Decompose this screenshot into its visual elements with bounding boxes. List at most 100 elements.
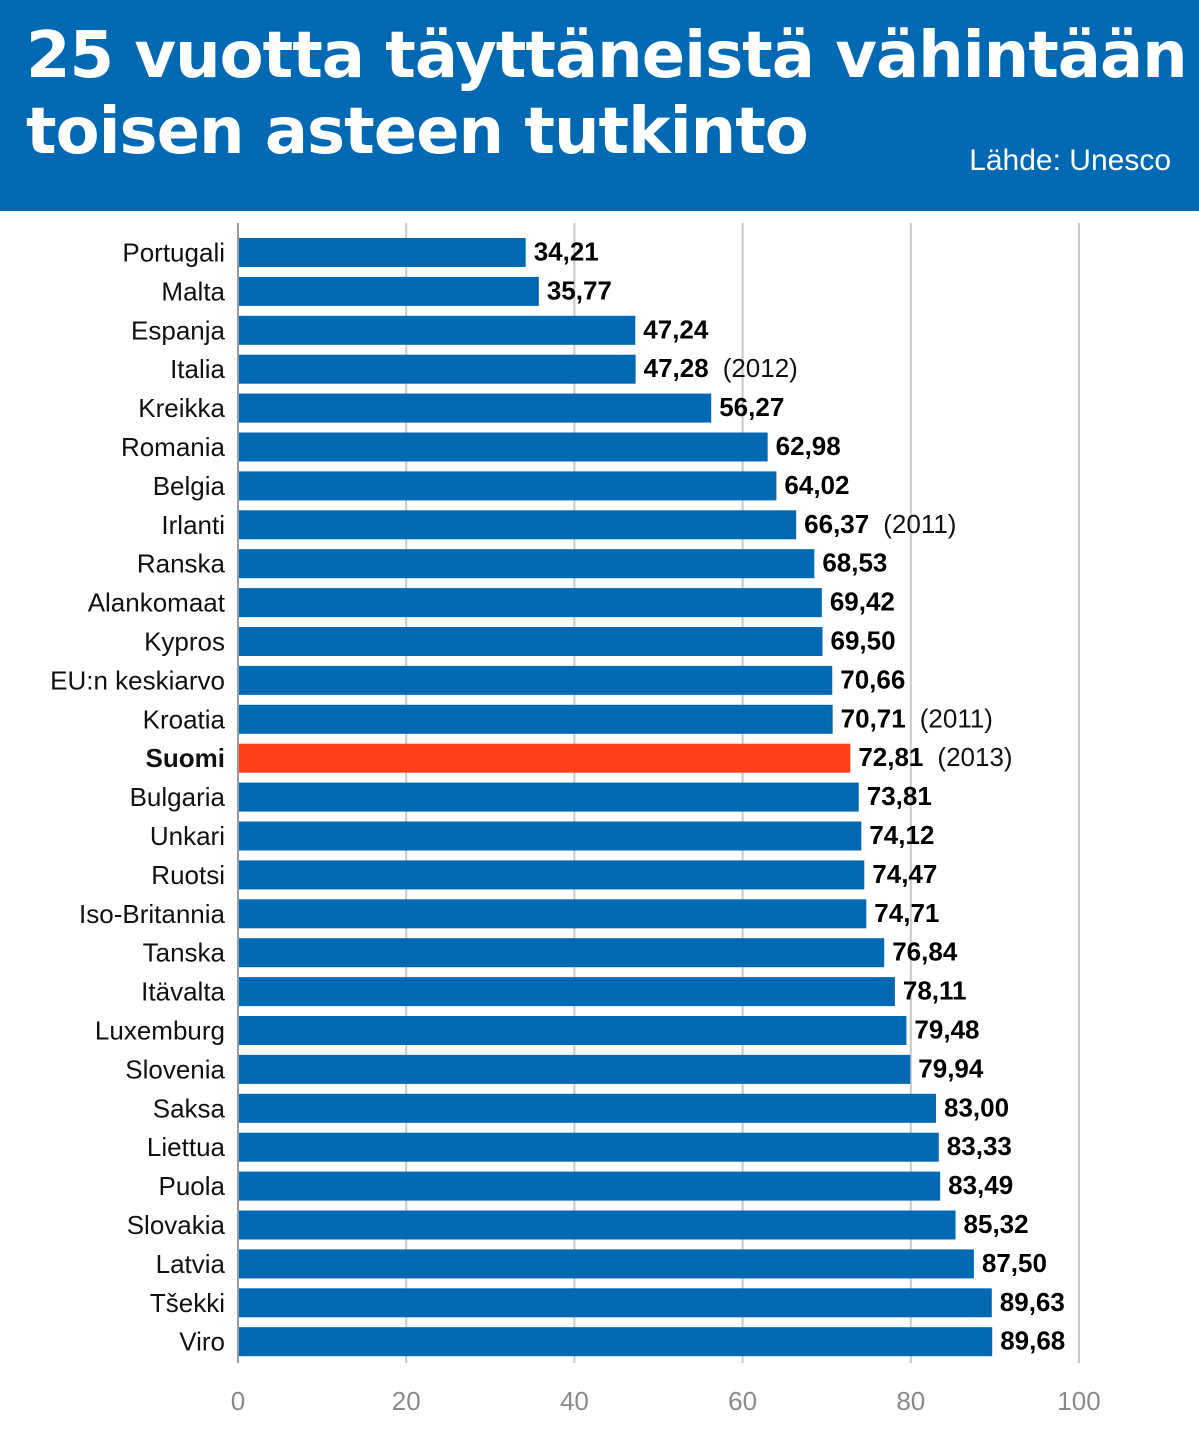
category-label-11: EU:n keskiarvo: [50, 665, 225, 695]
x-tick-label-40: 40: [560, 1386, 589, 1416]
bar-3: [238, 354, 636, 384]
bar-26: [238, 1249, 974, 1279]
bar-4: [238, 393, 712, 423]
x-tick-label-60: 60: [728, 1386, 757, 1416]
bar-27: [238, 1288, 992, 1318]
category-label-27: Tšekki: [150, 1288, 225, 1318]
bar-14: [238, 782, 859, 812]
category-label-5: Romania: [121, 432, 226, 462]
x-tick-label-80: 80: [896, 1386, 925, 1416]
x-tick-label-100: 100: [1057, 1386, 1100, 1416]
category-label-3: Italia: [170, 354, 225, 384]
value-label-12: 70,71: [841, 703, 906, 733]
value-label-8: 68,53: [822, 548, 887, 578]
value-label-17: 74,71: [874, 898, 939, 928]
value-label-9: 69,42: [830, 587, 895, 617]
value-label-24: 83,49: [948, 1170, 1013, 1200]
category-label-23: Liettua: [147, 1132, 226, 1162]
category-label-9: Alankomaat: [88, 588, 226, 618]
value-label-10: 69,50: [830, 626, 895, 656]
bar-10: [238, 627, 823, 656]
category-label-10: Kypros: [144, 627, 225, 657]
bar-11: [238, 665, 833, 695]
value-label-1: 35,77: [547, 275, 612, 305]
category-label-21: Slovenia: [125, 1054, 225, 1084]
value-label-25: 85,32: [964, 1209, 1029, 1239]
year-note-13: (2013): [937, 742, 1012, 772]
category-label-2: Espanja: [131, 315, 225, 345]
value-label-22: 83,00: [944, 1092, 1009, 1122]
value-label-18: 76,84: [892, 937, 958, 967]
value-label-14: 73,81: [867, 781, 932, 811]
value-label-23: 83,33: [947, 1131, 1012, 1161]
bar-16: [238, 860, 865, 890]
value-label-7: 66,37: [804, 509, 869, 539]
value-label-15: 74,12: [869, 820, 934, 850]
value-label-4: 56,27: [719, 392, 784, 422]
value-label-13: 72,81: [858, 742, 923, 772]
category-label-12: Kroatia: [143, 704, 226, 734]
chart-title-line-1: 25 vuotta täyttäneistä vähintään: [26, 19, 1188, 93]
header-banner: 25 vuotta täyttäneistä vähintään toisen …: [0, 0, 1199, 211]
x-tick-label-0: 0: [231, 1386, 245, 1416]
category-label-7: Irlanti: [161, 510, 225, 540]
value-label-3: 47,28: [644, 353, 709, 383]
bar-2: [238, 315, 636, 345]
source-label: Lähde: Unesco: [969, 144, 1171, 177]
value-label-26: 87,50: [982, 1248, 1047, 1278]
bar-6: [238, 471, 777, 501]
bar-9: [238, 588, 822, 618]
category-label-19: Itävalta: [141, 977, 225, 1007]
bar-5: [238, 432, 768, 462]
year-note-12: (2011): [920, 703, 993, 733]
category-label-16: Ruotsi: [151, 860, 225, 890]
category-label-14: Bulgaria: [130, 782, 226, 812]
category-label-6: Belgia: [153, 471, 226, 501]
bar-24: [238, 1171, 941, 1201]
category-label-1: Malta: [161, 276, 225, 306]
category-label-18: Tanska: [143, 938, 226, 968]
value-label-19: 78,11: [903, 976, 967, 1006]
bar-23: [238, 1132, 939, 1162]
bar-13: [238, 743, 851, 773]
category-label-8: Ranska: [137, 549, 226, 579]
value-label-28: 89,68: [1000, 1326, 1065, 1356]
value-label-11: 70,66: [840, 664, 905, 694]
category-label-13: Suomi: [146, 743, 225, 773]
year-note-3: (2012): [723, 353, 798, 383]
bar-7: [238, 510, 797, 540]
chart-title-line-2: toisen asteen tutkinto: [26, 95, 809, 169]
category-label-15: Unkari: [150, 821, 225, 851]
bar-8: [238, 549, 815, 579]
bar-1: [238, 276, 539, 306]
bar-20: [238, 1016, 907, 1045]
value-label-27: 89,63: [1000, 1287, 1065, 1317]
value-label-6: 64,02: [784, 470, 849, 500]
category-label-17: Iso-Britannia: [79, 899, 225, 929]
value-label-21: 79,94: [918, 1053, 984, 1083]
bar-17: [238, 899, 867, 929]
value-label-16: 74,47: [872, 859, 937, 889]
bar-18: [238, 938, 885, 968]
bar-21: [238, 1054, 911, 1084]
category-label-28: Viro: [179, 1327, 225, 1357]
value-label-5: 62,98: [776, 431, 841, 461]
bar-chart: Portugali 34,21 Malta 35,77 Espanja 47,24 Ital…: [50, 223, 1101, 1416]
category-label-26: Latvia: [156, 1249, 226, 1279]
year-note-7: (2011): [883, 509, 956, 539]
bar-25: [238, 1210, 956, 1240]
bar-19: [238, 977, 895, 1007]
value-label-20: 79,48: [914, 1015, 979, 1045]
chart-title: 25 vuotta täyttäneistä vähintään toisen …: [26, 18, 1188, 170]
value-label-2: 47,24: [643, 314, 709, 344]
value-label-0: 34,21: [534, 237, 599, 267]
category-label-22: Saksa: [153, 1093, 226, 1123]
category-label-20: Luxemburg: [95, 1016, 225, 1046]
x-tick-label-20: 20: [392, 1386, 421, 1416]
category-label-0: Portugali: [122, 238, 225, 268]
category-label-4: Kreikka: [138, 393, 225, 423]
bar-0: [238, 238, 526, 267]
bar-12: [238, 704, 833, 734]
bar-28: [238, 1327, 993, 1357]
category-label-24: Puola: [159, 1171, 226, 1201]
